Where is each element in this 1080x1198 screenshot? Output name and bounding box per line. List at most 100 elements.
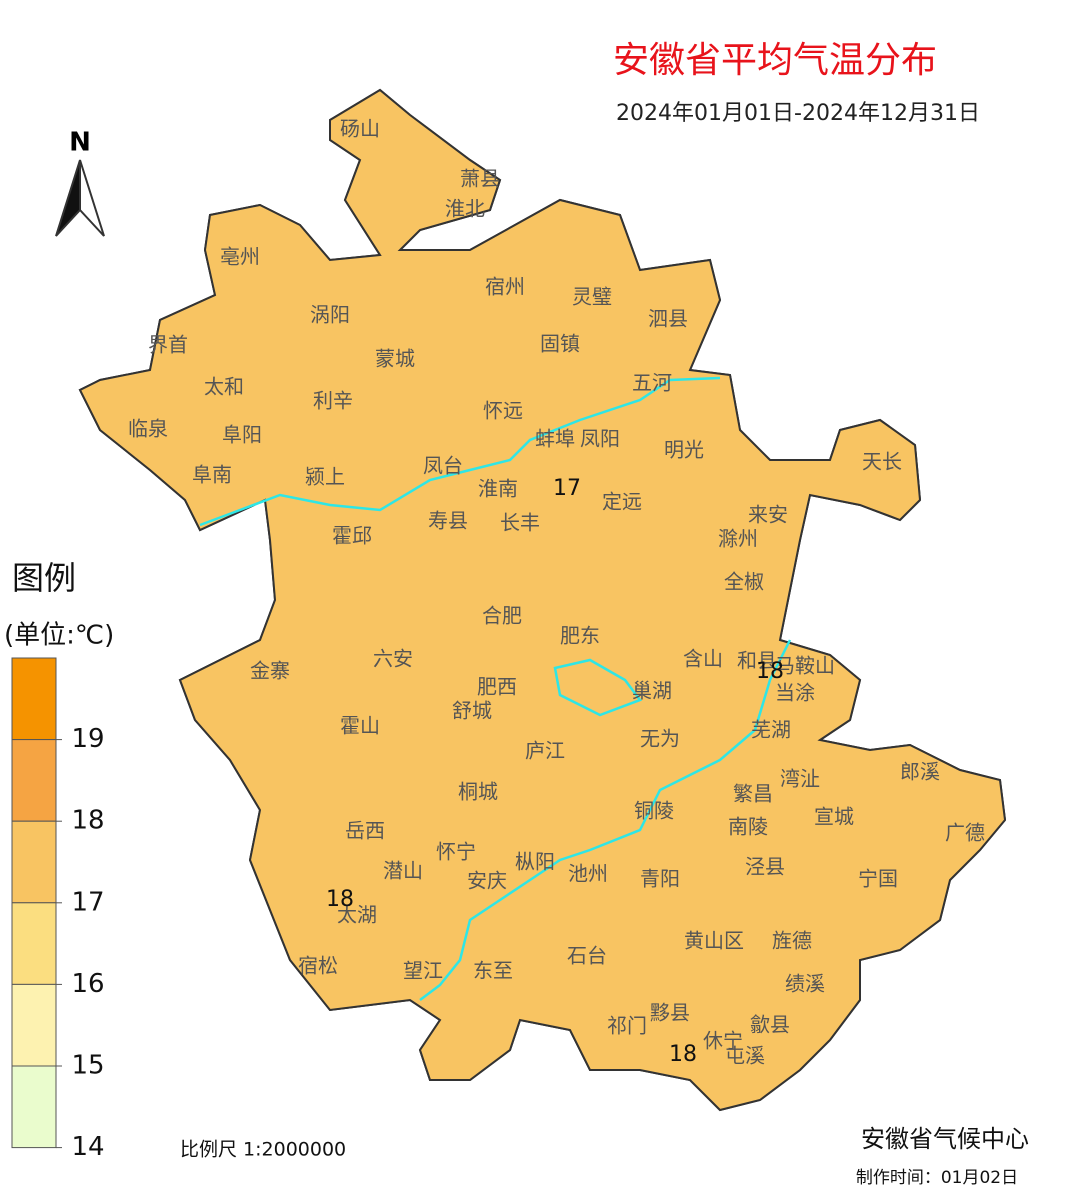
province-border — [79, 89, 1006, 1111]
county-label: 蒙城 — [375, 347, 415, 371]
legend-bin — [11, 1065, 57, 1149]
county-label: 界首 — [148, 333, 188, 357]
county-label: 泗县 — [648, 307, 688, 331]
legend-unit: (单位:℃) — [4, 621, 114, 651]
county-label: 怀宁 — [436, 840, 476, 864]
county-label: 宿州 — [485, 275, 525, 299]
county-label: 休宁 — [703, 1029, 743, 1053]
county-label: 黟县 — [650, 1001, 690, 1025]
county-label: 利辛 — [313, 389, 353, 413]
north-arrow — [55, 159, 105, 237]
county-label: 巢湖 — [632, 679, 672, 703]
county-label: 望江 — [403, 959, 443, 983]
legend-tick-label: 18 — [71, 806, 104, 836]
county-label: 岳西 — [345, 819, 385, 843]
county-label: 歙县 — [750, 1013, 790, 1037]
county-label: 凤阳 — [580, 427, 620, 451]
county-label: 宣城 — [814, 805, 854, 829]
county-label: 宿松 — [298, 954, 338, 978]
county-label: 天长 — [862, 450, 902, 474]
county-label: 砀山 — [340, 117, 380, 141]
legend-bin — [11, 902, 57, 985]
county-label: 青阳 — [640, 867, 680, 891]
county-label: 金寨 — [250, 659, 290, 683]
county-label: 凤台 — [423, 454, 463, 478]
contour-label: 18 — [326, 887, 354, 912]
county-label: 东至 — [473, 959, 513, 983]
legend-bin — [11, 983, 57, 1067]
county-label: 阜南 — [192, 463, 232, 487]
made-time: 制作时间：01月02日 — [856, 1168, 1018, 1188]
county-label: 明光 — [664, 438, 704, 462]
county-label: 全椒 — [724, 570, 764, 594]
county-label: 舒城 — [452, 699, 492, 723]
county-label: 定远 — [602, 490, 642, 514]
county-label: 当涂 — [775, 681, 815, 705]
county-label: 南陵 — [728, 815, 768, 839]
county-label: 寿县 — [428, 509, 468, 533]
county-label: 涡阳 — [310, 303, 350, 327]
county-label: 亳州 — [220, 245, 260, 269]
county-label: 马鞍山 — [775, 654, 835, 678]
county-label: 蚌埠 — [535, 427, 575, 451]
legend-bin — [11, 820, 57, 904]
county-label: 肥东 — [560, 624, 600, 648]
county-label: 淮北 — [445, 197, 485, 221]
county-label: 绩溪 — [785, 972, 825, 996]
legend-tick-label: 14 — [71, 1132, 104, 1162]
legend-bin — [11, 739, 57, 822]
county-label: 繁昌 — [733, 782, 773, 806]
county-label: 池州 — [568, 862, 608, 886]
legend-tick-label: 15 — [71, 1051, 104, 1081]
county-label: 淮南 — [478, 477, 518, 501]
organization: 安徽省气候中心 — [861, 1125, 1029, 1153]
county-label: 灵璧 — [572, 285, 612, 309]
county-label: 无为 — [640, 727, 680, 751]
county-label: 广德 — [945, 821, 985, 845]
county-label: 屯溪 — [725, 1044, 765, 1068]
county-label: 太和 — [204, 375, 244, 399]
scale: 比例尺 1:2000000 — [180, 1139, 346, 1161]
county-label: 滁州 — [718, 527, 758, 551]
county-label: 含山 — [683, 647, 723, 671]
county-label: 枞阳 — [515, 850, 555, 874]
county-label: 萧县 — [460, 167, 500, 191]
legend-tick-label: 19 — [71, 724, 104, 754]
legend-tick-label: 16 — [71, 969, 104, 999]
county-label: 庐江 — [525, 739, 565, 763]
county-label: 五河 — [632, 371, 672, 395]
county-label: 祁门 — [607, 1014, 647, 1038]
legend-bin — [11, 657, 57, 741]
county-label: 颍上 — [305, 465, 345, 489]
county-label: 长丰 — [500, 511, 540, 535]
county-label: 六安 — [373, 647, 413, 671]
county-label: 芜湖 — [751, 718, 791, 742]
date-range: 2024年01月01日-2024年12月31日 — [616, 101, 980, 126]
contour-label: 17 — [553, 476, 581, 501]
map-title: 安徽省平均气温分布 — [613, 40, 937, 81]
county-label: 黄山区 — [684, 929, 744, 953]
county-label: 桐城 — [458, 780, 498, 804]
county-label: 太湖 — [337, 903, 377, 927]
legend-tick-label: 17 — [71, 887, 104, 917]
contour-label: 18 — [756, 659, 784, 684]
county-label: 固镇 — [540, 332, 580, 356]
county-label: 来安 — [748, 503, 788, 527]
county-label: 霍邱 — [332, 524, 372, 548]
county-label: 旌德 — [772, 929, 812, 953]
legend-title: 图例 — [12, 559, 76, 597]
rivers — [199, 376, 792, 1001]
county-label: 铜陵 — [634, 799, 674, 823]
county-label: 泾县 — [745, 855, 785, 879]
county-label: 霍山 — [340, 714, 380, 738]
county-label: 肥西 — [477, 675, 517, 699]
county-label: 宁国 — [858, 867, 898, 891]
county-label: 和县 — [737, 649, 777, 673]
county-label: 潜山 — [383, 859, 423, 883]
county-label: 石台 — [567, 944, 607, 968]
county-label: 郎溪 — [900, 760, 940, 784]
county-label: 临泉 — [128, 417, 168, 441]
county-label: 湾沚 — [780, 767, 820, 791]
county-label: 合肥 — [482, 604, 522, 628]
